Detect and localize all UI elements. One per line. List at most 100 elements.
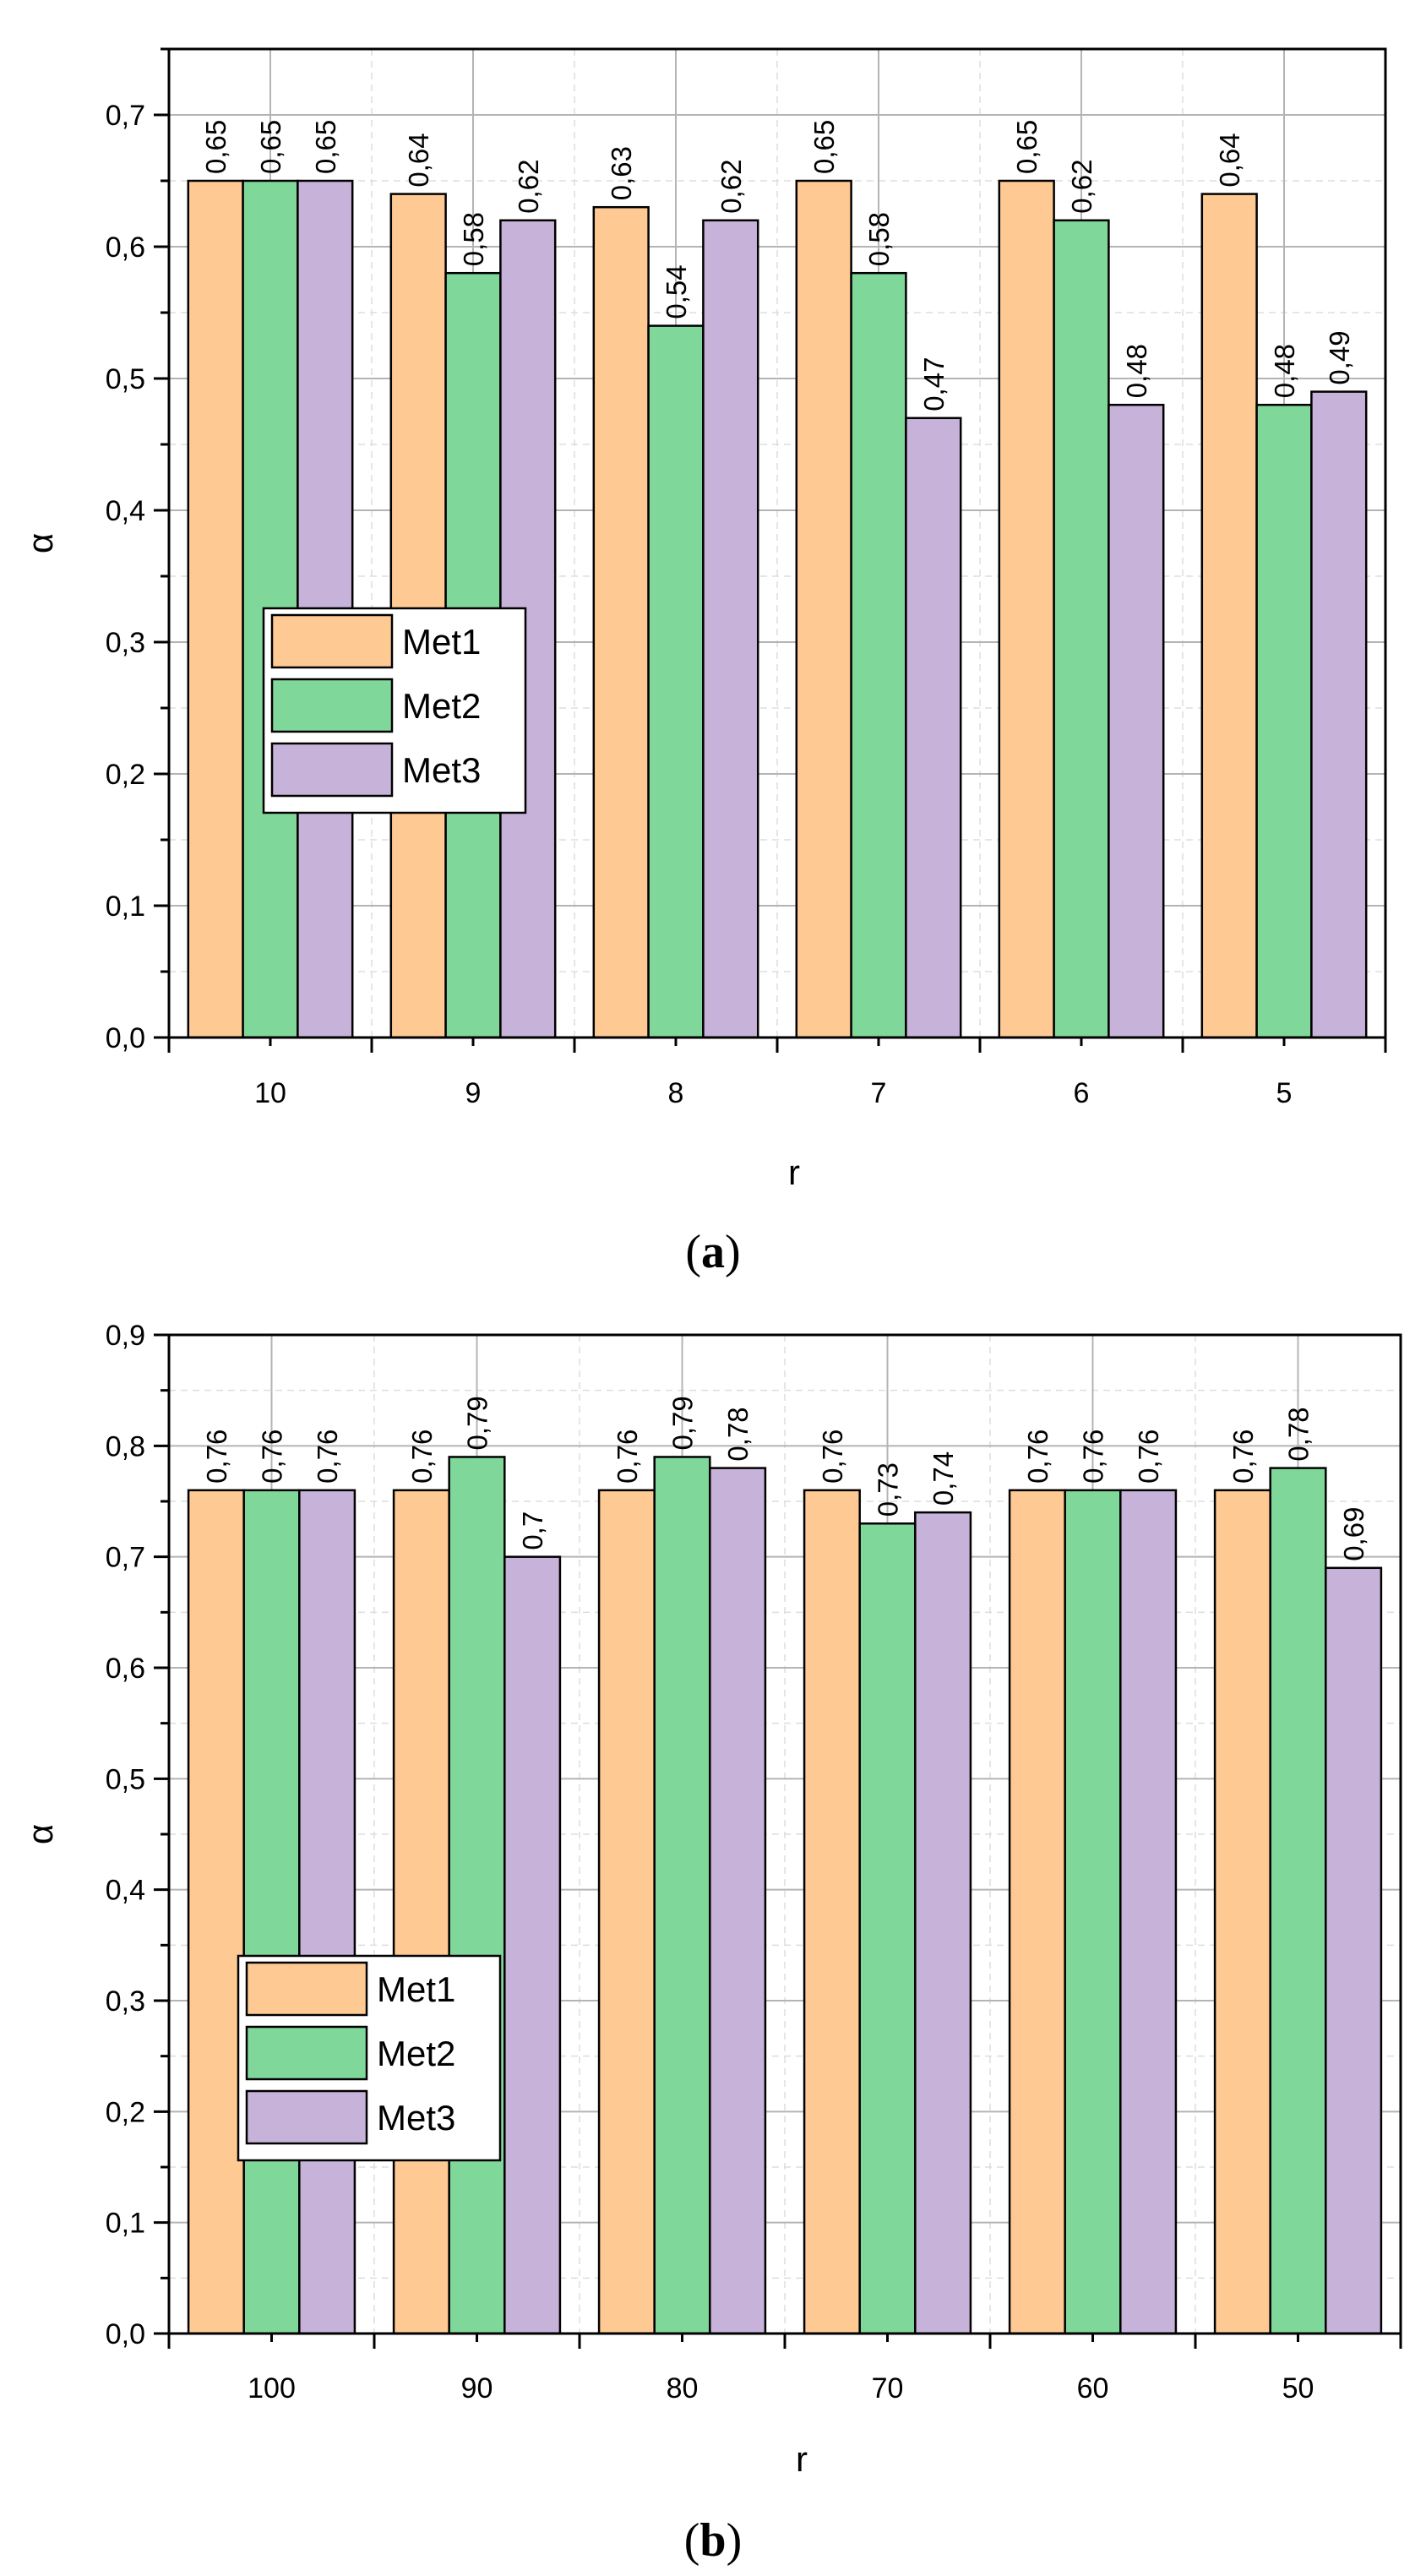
data-label-met1-80: 0,76 bbox=[612, 1430, 643, 1484]
x-tick-label: 5 bbox=[1276, 1077, 1293, 1109]
bar-met2-7 bbox=[850, 271, 907, 1039]
legend-swatch-met1 bbox=[270, 613, 394, 669]
data-label-met3-9: 0,62 bbox=[513, 160, 544, 214]
data-label-met3-7: 0,47 bbox=[918, 357, 950, 411]
chart-panel-a: 0,65 0,65 0,65 0,64 0,58 0,62 0,63 0,54 0,62 0,65… bbox=[20, 47, 1387, 1278]
bar-met2-90 bbox=[448, 1456, 506, 2335]
bar-met2-70 bbox=[858, 1522, 917, 2335]
bar-met1-50 bbox=[1213, 1489, 1271, 2335]
data-label-met2-60: 0,76 bbox=[1078, 1430, 1109, 1484]
data-label-met2-7: 0,58 bbox=[863, 212, 895, 266]
data-label-met1-10: 0,65 bbox=[200, 120, 231, 174]
legend: Met1 Met2 Met3 bbox=[237, 1954, 502, 2162]
legend-label-met2: Met2 bbox=[402, 686, 481, 726]
x-tick-label: 90 bbox=[461, 2372, 493, 2404]
legend-swatch-met1 bbox=[245, 1961, 368, 2017]
data-label-met1-70: 0,76 bbox=[817, 1430, 848, 1484]
legend-swatch-met2 bbox=[270, 678, 394, 733]
data-label-met2-50: 0,78 bbox=[1283, 1407, 1314, 1461]
legend-swatch-met3 bbox=[245, 2089, 368, 2145]
bar-met2-100 bbox=[242, 1489, 301, 2335]
bar-met2-6 bbox=[1053, 219, 1110, 1039]
data-label-met2-70: 0,73 bbox=[873, 1462, 904, 1517]
data-labels: 0,65 0,65 0,65 0,64 0,58 0,62 0,63 0,54 0,62 0,65… bbox=[200, 120, 1355, 411]
y-tick-label: 0,0 bbox=[106, 2318, 145, 2350]
y-tick-label: 0,6 bbox=[106, 1653, 145, 1685]
y-tick-label: 0,3 bbox=[106, 627, 145, 659]
y-tick-label: 0,7 bbox=[106, 100, 145, 132]
data-label-met3-8: 0,62 bbox=[716, 160, 747, 214]
data-label-met2-10: 0,65 bbox=[255, 120, 286, 174]
data-label-met1-60: 0,76 bbox=[1022, 1430, 1053, 1484]
x-tick-label: 50 bbox=[1282, 2372, 1314, 2404]
bar-met2-60 bbox=[1064, 1489, 1122, 2335]
bar-met1-90 bbox=[392, 1489, 450, 2335]
data-label-met2-6: 0,62 bbox=[1066, 160, 1097, 214]
data-labels: 0,76 0,76 0,76 0,76 0,79 0,7 0,76 0,79 0,78 0,76 0… bbox=[201, 1396, 1369, 1561]
bars bbox=[187, 179, 1368, 1039]
data-label-met2-9: 0,58 bbox=[458, 212, 489, 266]
bar-met1-60 bbox=[1008, 1489, 1066, 2335]
y-axis: 0,0 0,1 0,2 0,3 0,4 0,5 0,6 0,7 bbox=[106, 47, 169, 1054]
data-label-met3-100: 0,76 bbox=[312, 1430, 343, 1484]
x-axis: 100 90 80 70 60 50 bbox=[167, 2334, 1402, 2404]
bar-met1-70 bbox=[803, 1489, 861, 2335]
bar-met3-50 bbox=[1325, 1566, 1383, 2335]
data-label-met3-50: 0,69 bbox=[1338, 1507, 1369, 1561]
data-label-met1-8: 0,63 bbox=[606, 146, 637, 200]
y-tick-label: 0,9 bbox=[106, 1320, 145, 1352]
legend-label-met1: Met1 bbox=[377, 1969, 455, 2009]
y-tick-label: 0,8 bbox=[106, 1430, 145, 1462]
data-label-met2-90: 0,79 bbox=[462, 1396, 493, 1450]
x-tick-label: 9 bbox=[465, 1077, 482, 1109]
data-label-met1-90: 0,76 bbox=[406, 1430, 438, 1484]
x-tick-label: 80 bbox=[667, 2372, 699, 2404]
data-label-met1-5: 0,64 bbox=[1214, 133, 1245, 187]
bar-met1-6 bbox=[998, 179, 1055, 1039]
x-tick-label: 60 bbox=[1077, 2372, 1109, 2404]
data-label-met2-80: 0,79 bbox=[667, 1396, 699, 1450]
data-label-met1-6: 0,65 bbox=[1011, 120, 1042, 174]
data-label-met3-5: 0,49 bbox=[1324, 330, 1355, 384]
legend: Met1 Met2 Met3 bbox=[262, 607, 527, 814]
data-label-met3-6: 0,48 bbox=[1121, 344, 1152, 398]
bar-met3-7 bbox=[905, 417, 962, 1039]
y-tick-label: 0,1 bbox=[106, 2208, 145, 2240]
legend-label-met3: Met3 bbox=[377, 2098, 455, 2138]
data-label-met2-8: 0,54 bbox=[661, 264, 692, 319]
x-tick-label: 10 bbox=[254, 1077, 286, 1109]
panel-label: (a) bbox=[685, 1226, 740, 1278]
data-label-met1-50: 0,76 bbox=[1227, 1430, 1259, 1484]
y-tick-label: 0,2 bbox=[106, 759, 145, 791]
y-axis-title: α bbox=[20, 533, 60, 553]
y-tick-label: 0,3 bbox=[106, 1985, 145, 2018]
bar-met1-8 bbox=[592, 205, 650, 1039]
bar-met1-7 bbox=[795, 179, 852, 1039]
x-tick-label: 100 bbox=[248, 2372, 296, 2404]
bar-met2-5 bbox=[1255, 403, 1313, 1039]
x-axis-title: r bbox=[788, 1152, 800, 1192]
y-tick-label: 0,1 bbox=[106, 890, 145, 923]
y-tick-label: 0,4 bbox=[106, 1875, 145, 1907]
legend-label-met1: Met1 bbox=[402, 622, 481, 662]
x-axis: 10 9 8 7 6 5 bbox=[167, 1037, 1387, 1109]
bar-met1-5 bbox=[1200, 193, 1258, 1039]
bar-met3-80 bbox=[709, 1467, 767, 2335]
bars bbox=[187, 1456, 1383, 2335]
data-label-met1-7: 0,65 bbox=[808, 120, 840, 174]
y-tick-label: 0,0 bbox=[106, 1022, 145, 1054]
plot-area bbox=[169, 49, 1385, 1037]
y-tick-label: 0,7 bbox=[106, 1542, 145, 1574]
bar-met3-60 bbox=[1119, 1489, 1178, 2335]
bar-met3-8 bbox=[702, 219, 759, 1039]
x-tick-label: 7 bbox=[871, 1077, 887, 1109]
data-label-met3-60: 0,76 bbox=[1133, 1430, 1164, 1484]
bar-met2-50 bbox=[1269, 1467, 1327, 2335]
y-tick-label: 0,4 bbox=[106, 495, 145, 527]
y-tick-label: 0,5 bbox=[106, 1763, 145, 1795]
bar-met1-80 bbox=[597, 1489, 656, 2335]
legend-swatch-met3 bbox=[270, 742, 394, 798]
x-axis-title: r bbox=[796, 2439, 808, 2479]
data-label-met2-100: 0,76 bbox=[257, 1430, 288, 1484]
